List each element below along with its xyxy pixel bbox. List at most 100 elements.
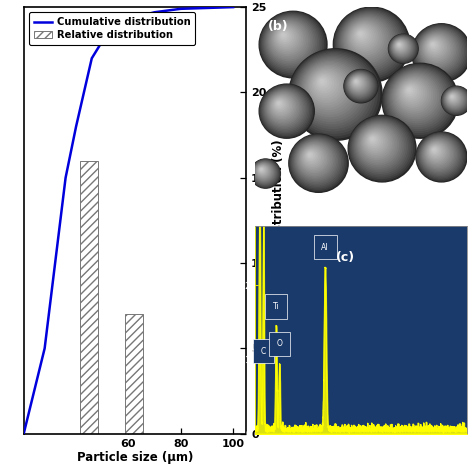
Circle shape [259,168,264,172]
Circle shape [451,96,454,98]
Circle shape [260,85,313,137]
Circle shape [306,65,351,109]
Circle shape [392,73,440,121]
Circle shape [397,43,402,47]
Circle shape [418,133,464,179]
Circle shape [255,164,272,180]
Circle shape [273,98,289,113]
Circle shape [279,31,290,42]
Circle shape [294,139,339,183]
Circle shape [290,135,346,191]
Circle shape [280,32,288,40]
Circle shape [299,59,363,121]
Circle shape [296,141,334,179]
Circle shape [341,14,396,68]
Circle shape [426,37,445,56]
Circle shape [289,49,382,140]
Circle shape [390,71,445,125]
Circle shape [446,90,464,108]
Circle shape [251,159,281,188]
Circle shape [396,42,404,50]
Circle shape [282,34,285,36]
Circle shape [350,117,412,178]
Circle shape [394,75,437,117]
Circle shape [281,33,286,38]
Circle shape [412,25,470,81]
Circle shape [406,86,415,95]
Circle shape [275,27,297,48]
Circle shape [449,94,456,101]
Circle shape [450,94,456,100]
Circle shape [419,31,457,68]
Circle shape [346,20,386,59]
Circle shape [309,154,311,156]
Circle shape [359,126,397,163]
Circle shape [292,137,342,186]
Circle shape [392,38,411,56]
Circle shape [277,101,282,106]
Circle shape [442,87,470,114]
Circle shape [339,12,400,73]
Circle shape [294,54,373,131]
Circle shape [259,167,265,173]
Circle shape [393,74,438,118]
Circle shape [366,133,383,149]
Circle shape [444,89,466,110]
Circle shape [345,70,377,102]
Circle shape [420,136,459,174]
Circle shape [305,150,319,164]
Circle shape [422,137,456,172]
Circle shape [260,12,325,76]
Circle shape [316,76,331,91]
Circle shape [355,122,404,170]
Circle shape [367,134,381,147]
Circle shape [448,93,459,103]
Circle shape [257,165,269,177]
Circle shape [362,128,392,158]
Circle shape [269,20,310,61]
Circle shape [447,92,460,104]
Text: Al: Al [321,243,329,252]
Circle shape [429,145,443,158]
Circle shape [304,149,320,165]
Circle shape [268,92,299,123]
Circle shape [418,134,463,178]
Circle shape [360,127,395,161]
Circle shape [253,161,276,184]
Circle shape [355,80,358,84]
Circle shape [428,40,440,52]
Circle shape [259,167,266,174]
Circle shape [268,93,297,121]
Circle shape [264,89,306,130]
Circle shape [347,73,373,98]
Circle shape [306,151,316,161]
Circle shape [358,125,398,164]
Circle shape [444,89,466,111]
Circle shape [450,95,455,100]
Circle shape [301,146,325,170]
Circle shape [307,67,348,107]
Circle shape [402,83,421,101]
Circle shape [347,73,372,97]
Circle shape [344,18,390,63]
Circle shape [254,162,274,182]
Circle shape [446,91,463,107]
Circle shape [345,18,388,61]
Circle shape [397,42,403,48]
Circle shape [353,78,361,86]
Circle shape [432,43,434,46]
Circle shape [353,78,362,87]
Circle shape [272,23,304,55]
Circle shape [262,87,309,133]
Circle shape [278,30,292,43]
Circle shape [340,13,398,70]
Circle shape [428,143,446,161]
Circle shape [276,28,295,47]
Circle shape [352,25,376,49]
Circle shape [320,80,324,83]
Circle shape [298,58,365,124]
Circle shape [391,36,413,59]
Circle shape [441,86,471,115]
Circle shape [304,64,353,112]
Text: O: O [276,339,283,348]
